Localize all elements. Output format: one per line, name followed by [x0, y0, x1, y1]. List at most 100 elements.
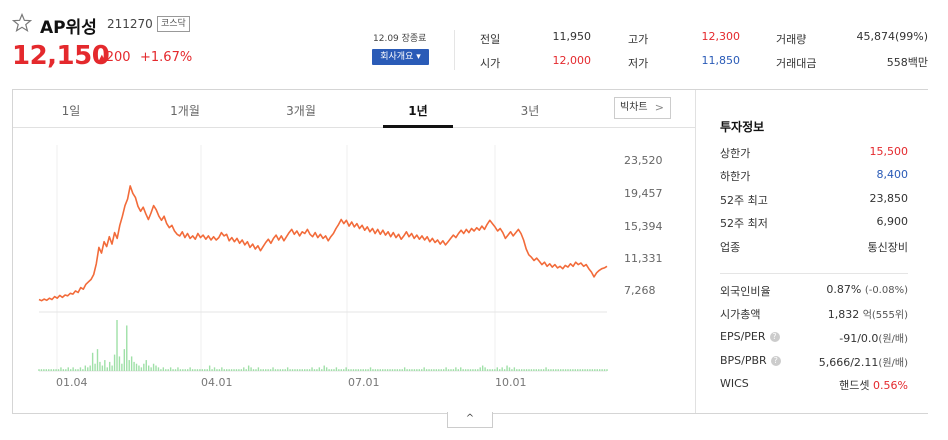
- volume-bar: [564, 369, 567, 371]
- volume-bar: [82, 369, 84, 371]
- info-label: WICS: [720, 377, 749, 390]
- help-icon[interactable]: ?: [769, 332, 780, 342]
- company-overview-button[interactable]: 회사개요 ▾: [372, 49, 429, 65]
- info-label: 업종: [720, 241, 741, 254]
- help-icon[interactable]: ?: [770, 356, 781, 366]
- period-tabs: 1일 1개월 3개월 1년 3년 빅차트 >: [13, 90, 695, 128]
- volume-bar: [284, 369, 286, 371]
- info-value-main: 5,666/2.11: [818, 356, 879, 369]
- volume-bar: [265, 369, 267, 371]
- volume-bar: [123, 349, 126, 371]
- volume-bar: [486, 369, 489, 371]
- volume-bar: [372, 369, 374, 371]
- volume-bar: [406, 369, 408, 371]
- session-date: 12.09 장종료: [373, 34, 427, 44]
- info-label: BPS/PBR?: [720, 354, 781, 367]
- volume-bar: [311, 367, 313, 371]
- info-value-sub: (-0.08%): [864, 285, 908, 296]
- market-badge: 코스닥: [157, 16, 190, 32]
- volume-bar: [481, 365, 484, 371]
- volume-bar: [343, 369, 345, 371]
- volume-bar: [477, 369, 479, 371]
- volume-bar: [408, 369, 411, 371]
- open-label: 시가: [480, 57, 501, 70]
- info-value-main: -91/0.0: [839, 332, 879, 345]
- info-value-main: 1,832: [827, 308, 860, 321]
- volume-bar: [508, 367, 511, 371]
- volume-bar: [357, 369, 360, 371]
- volume-bar: [72, 367, 74, 371]
- volume-bar: [479, 367, 481, 371]
- volume-bar: [445, 367, 447, 371]
- volume-bar: [584, 369, 586, 371]
- volume-bar: [362, 369, 364, 371]
- volume-bar: [206, 369, 208, 371]
- volume-bar: [289, 369, 291, 371]
- wics-sector[interactable]: 핸드셋: [839, 379, 870, 392]
- volume-bar: [172, 369, 174, 371]
- y-tick-label: 11,331: [624, 252, 663, 265]
- volume-bar: [369, 367, 372, 371]
- info-value[interactable]: 핸드셋 0.56%: [839, 377, 908, 393]
- volume-bar: [194, 369, 196, 371]
- stock-header: AP위성 211270 코스닥 12,150 ▲200 +1.67% 12.09…: [0, 0, 948, 80]
- volume-bar: [187, 369, 189, 371]
- volume-bar: [128, 360, 130, 371]
- volume-bar: [223, 369, 225, 371]
- prev-close-value: 11,950: [552, 30, 592, 43]
- amount-value: 558백만: [886, 56, 928, 69]
- volume-bar: [245, 369, 247, 371]
- volume-bar: [108, 361, 111, 371]
- volume-bar: [574, 369, 577, 371]
- big-chart-button[interactable]: 빅차트 >: [614, 97, 671, 119]
- volume-bar: [179, 369, 182, 371]
- volume-bar: [55, 369, 57, 371]
- volume-bar: [247, 365, 250, 371]
- volume-bar: [325, 367, 328, 371]
- volume-bar: [559, 369, 562, 371]
- tab-3year[interactable]: 3년: [520, 104, 540, 118]
- wics-rate: 0.56%: [873, 379, 908, 392]
- info-value: -91/0.0(원/배): [839, 330, 908, 345]
- volume-bar: [394, 369, 396, 371]
- tab-3month[interactable]: 3개월: [286, 104, 316, 118]
- up-arrow-icon: ▲: [98, 53, 106, 64]
- volume-bar: [333, 369, 335, 371]
- volume-bar: [291, 369, 294, 371]
- collapse-button[interactable]: ^: [447, 412, 493, 428]
- price-chart-area[interactable]: 23,520 19,457 15,394 11,331 7,268 01.04 …: [13, 129, 695, 414]
- info-row-52w-low: 52주 최저 6,900: [720, 215, 908, 231]
- volume-bar: [133, 361, 135, 371]
- tab-1year[interactable]: 1년: [408, 104, 428, 118]
- volume-bar: [99, 361, 101, 371]
- info-label: 52주 최고: [720, 194, 768, 207]
- prev-close-label: 전일: [480, 33, 501, 46]
- info-row-industry[interactable]: 업종 통신장비: [720, 239, 908, 255]
- tab-1month[interactable]: 1개월: [170, 104, 200, 118]
- info-value[interactable]: 통신장비: [867, 241, 908, 254]
- price-change-value: 200: [105, 50, 131, 65]
- info-row-foreign-ratio: 외국인비율 0.87% (-0.08%): [720, 283, 908, 299]
- volume-bar: [533, 369, 535, 371]
- volume-bar: [157, 367, 160, 371]
- info-value: 15,500: [869, 145, 909, 158]
- volume-bar: [538, 369, 540, 371]
- volume-bar: [301, 369, 303, 371]
- volume-bar: [299, 369, 301, 371]
- volume-bar: [208, 365, 211, 371]
- star-icon[interactable]: [12, 13, 32, 33]
- tab-1day[interactable]: 1일: [61, 104, 81, 118]
- volume-bar: [182, 369, 184, 371]
- volume-bar: [257, 367, 260, 371]
- info-row-wics[interactable]: WICS 핸드셋 0.56%: [720, 377, 908, 393]
- info-value: 0.87% (-0.08%): [826, 283, 908, 296]
- volume-bar: [269, 369, 272, 371]
- volume-bar: [606, 369, 608, 371]
- volume-bar: [530, 369, 533, 371]
- volume-bar: [143, 363, 145, 371]
- volume-bar: [130, 356, 133, 371]
- info-row-eps-per: EPS/PER? -91/0.0(원/배): [720, 330, 908, 346]
- volume-bar: [464, 369, 467, 371]
- volume-bar: [262, 369, 264, 371]
- volume-bar: [423, 367, 425, 371]
